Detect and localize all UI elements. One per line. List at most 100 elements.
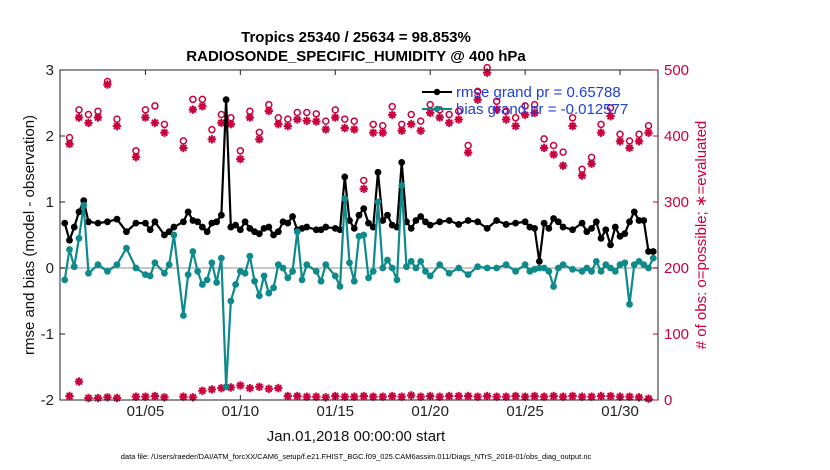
series-point-1 <box>274 261 282 269</box>
obs-evaluated-marker-arm <box>331 113 339 122</box>
obs-evaluated-marker-arm <box>549 150 558 159</box>
series-point-1 <box>312 267 320 275</box>
series-point-1 <box>360 231 368 239</box>
series-point-0 <box>588 225 595 232</box>
obs-evaluated-marker-arm <box>84 119 93 127</box>
obs-evaluated-marker-bottom <box>65 391 74 401</box>
series-point-0 <box>161 231 168 239</box>
obs-evaluated-marker-bottom-arm <box>303 393 311 401</box>
obs-evaluated-marker-arm <box>530 109 539 117</box>
obs-evaluated-marker <box>84 118 93 127</box>
obs-evaluated-marker-arm <box>312 117 320 126</box>
obs-evaluated-marker-bottom <box>644 394 653 403</box>
obs-evaluated-marker-bottom <box>74 377 84 386</box>
obs-evaluated-marker-bottom-arm <box>274 384 282 392</box>
obs-evaluated-marker-bottom-arm <box>644 395 653 403</box>
series-point-0 <box>322 223 330 231</box>
obs-evaluated-marker-bottom-arm <box>549 392 558 400</box>
obs-possible-marker <box>606 104 615 112</box>
series-point-1 <box>384 256 391 264</box>
obs-evaluated-marker-bottom-arm <box>407 391 415 400</box>
obs-possible-marker <box>341 115 349 123</box>
obs-evaluated-marker-bottom-arm <box>398 393 406 401</box>
series-point-1 <box>626 300 633 308</box>
obs-possible-marker <box>549 141 558 150</box>
data-file-footer: data file: /Users/raeder/DAI/ATM_forcXX/… <box>121 452 592 461</box>
obs-evaluated-marker <box>331 113 340 122</box>
obs-evaluated-marker-bottom <box>93 393 103 403</box>
obs-evaluated-marker-bottom <box>634 393 644 402</box>
series-point-0 <box>336 226 344 234</box>
series-point-0 <box>312 226 320 234</box>
obs-evaluated-marker-arm <box>398 127 406 135</box>
series-point-1 <box>113 261 121 269</box>
obs-evaluated-marker-arm <box>179 144 188 152</box>
obs-evaluated-marker-bottom <box>568 391 577 401</box>
series-point-0 <box>512 219 520 227</box>
series-point-1 <box>279 264 287 272</box>
obs-evaluated-marker <box>425 108 435 118</box>
x-tick-label: 01/25 <box>506 403 544 420</box>
series-point-0 <box>94 219 102 227</box>
series-point-1 <box>222 383 230 391</box>
obs-evaluated-marker-bottom <box>463 391 473 401</box>
obs-evaluated-marker-arm <box>94 113 102 122</box>
obs-evaluated-marker-arm <box>303 117 311 125</box>
obs-evaluated-marker-bottom-arm <box>360 392 368 400</box>
series-point-1 <box>393 276 401 284</box>
obs-evaluated-marker <box>255 135 264 144</box>
obs-evaluated-marker-bottom-arm <box>436 393 444 401</box>
obs-evaluated-marker-bottom-arm <box>65 392 74 400</box>
series-point-1 <box>217 254 225 262</box>
series-point-1 <box>559 261 567 269</box>
obs-evaluated-marker-bottom-arm <box>559 393 567 401</box>
series-point-0 <box>640 217 648 224</box>
series-point-0 <box>645 248 652 255</box>
series-point-1 <box>322 261 330 269</box>
x-tick-label: 01/20 <box>411 403 449 420</box>
series-point-1 <box>189 248 197 255</box>
series-point-1 <box>611 267 619 275</box>
series-point-0 <box>203 228 211 236</box>
y-tick-label: -1 <box>41 326 54 343</box>
series-point-0 <box>464 217 472 224</box>
obs-evaluated-marker-arm <box>208 135 216 143</box>
series-point-0 <box>630 208 638 216</box>
series-point-0 <box>198 223 206 231</box>
obs-evaluated-marker <box>492 105 501 114</box>
series-point-1 <box>146 272 154 280</box>
obs-evaluated-marker-arm <box>103 80 112 89</box>
obs-possible-marker <box>303 108 311 117</box>
series-point-1 <box>483 264 491 272</box>
obs-evaluated-marker-bottom-arm <box>227 383 235 392</box>
series-point-1 <box>550 283 557 290</box>
obs-evaluated-marker-bottom-arm <box>208 385 216 394</box>
obs-possible-marker <box>369 120 377 129</box>
obs-possible-marker <box>492 97 501 106</box>
obs-evaluated-marker-bottom <box>359 391 368 401</box>
obs-evaluated-marker-arm <box>350 125 358 134</box>
obs-possible-marker <box>540 135 548 143</box>
obs-possible-marker <box>312 110 321 118</box>
obs-evaluated-marker-bottom <box>530 391 539 401</box>
series-point-1 <box>232 281 240 288</box>
series-point-1 <box>151 259 159 267</box>
series-point-1 <box>251 277 258 285</box>
series-point-1 <box>592 258 600 265</box>
series-point-0 <box>502 221 510 228</box>
obs-possible-marker <box>530 100 539 109</box>
obs-evaluated-marker-bottom-arm <box>265 385 273 393</box>
y-axis-label-right: # of obs: o=possible; ∗=evaluated <box>693 121 710 350</box>
series-point-0 <box>550 215 557 222</box>
obs-evaluated-marker-bottom-arm <box>341 393 349 401</box>
obs-evaluated-marker-arm <box>274 120 282 128</box>
series-point-1 <box>597 267 605 275</box>
obs-possible-marker <box>359 176 368 185</box>
obs-evaluated-marker-arm <box>189 105 197 114</box>
obs-evaluated-marker <box>388 110 397 120</box>
series-point-1 <box>123 244 130 252</box>
series-point-0 <box>132 219 140 227</box>
obs-evaluated-marker-arm <box>132 153 140 161</box>
series-point-1 <box>203 276 211 284</box>
obs-evaluated-marker-arm <box>616 137 624 145</box>
